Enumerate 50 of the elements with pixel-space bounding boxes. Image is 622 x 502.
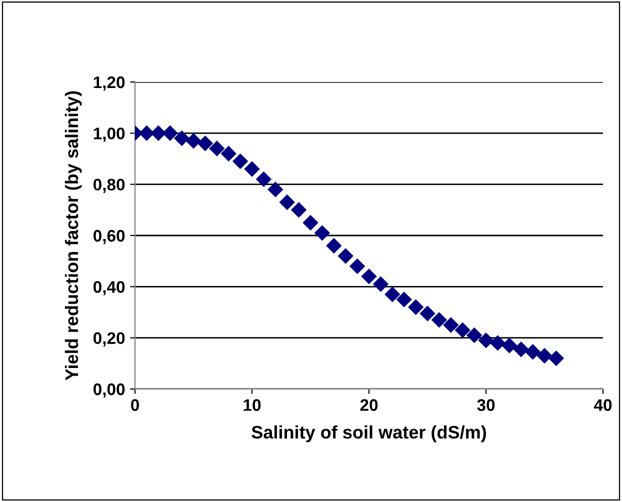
x-tick-label: 30 — [477, 399, 495, 411]
point — [490, 335, 506, 351]
point — [256, 172, 272, 187]
x-tick-label: 0 — [131, 399, 139, 411]
point — [361, 268, 377, 284]
point — [373, 276, 388, 292]
point — [244, 161, 260, 177]
y-tick-label: 1,00 — [94, 128, 125, 142]
point — [198, 136, 213, 151]
point — [291, 202, 306, 218]
point — [280, 194, 295, 210]
y-tick-label: 0,60 — [94, 230, 125, 244]
y-tick-label: 0,40 — [94, 281, 125, 296]
y-tick-label: 0,80 — [94, 178, 125, 193]
point — [443, 317, 458, 333]
point — [150, 126, 166, 141]
point — [326, 238, 342, 254]
y-tick-label: 0,20 — [94, 332, 125, 346]
point — [302, 215, 318, 230]
point — [232, 154, 248, 169]
point — [478, 332, 494, 348]
point — [139, 126, 154, 141]
point — [209, 140, 224, 156]
point — [502, 338, 517, 354]
x-tick-label: 40 — [594, 399, 612, 411]
point — [514, 342, 529, 357]
point — [162, 126, 178, 141]
point — [396, 292, 412, 308]
point — [548, 350, 564, 366]
point — [350, 258, 365, 274]
y-tick-label: 0,00 — [94, 383, 125, 398]
x-tick-label: 20 — [360, 399, 378, 411]
point — [338, 248, 354, 264]
y-axis-title: Yield reduction factor (by salinity) — [64, 91, 82, 380]
point — [525, 344, 540, 360]
point — [314, 225, 330, 241]
point — [174, 130, 190, 146]
point — [455, 322, 470, 338]
point — [268, 182, 283, 198]
y-tick-label: 1,20 — [94, 76, 125, 91]
point — [432, 312, 447, 328]
point — [420, 306, 436, 322]
point — [536, 348, 552, 364]
point — [384, 286, 400, 302]
x-tick-label: 10 — [244, 399, 261, 411]
x-axis-title: Salinity of soil water (dS/m) — [252, 425, 486, 442]
point — [466, 328, 482, 343]
point — [186, 133, 202, 148]
point — [221, 146, 236, 162]
point — [408, 300, 424, 315]
